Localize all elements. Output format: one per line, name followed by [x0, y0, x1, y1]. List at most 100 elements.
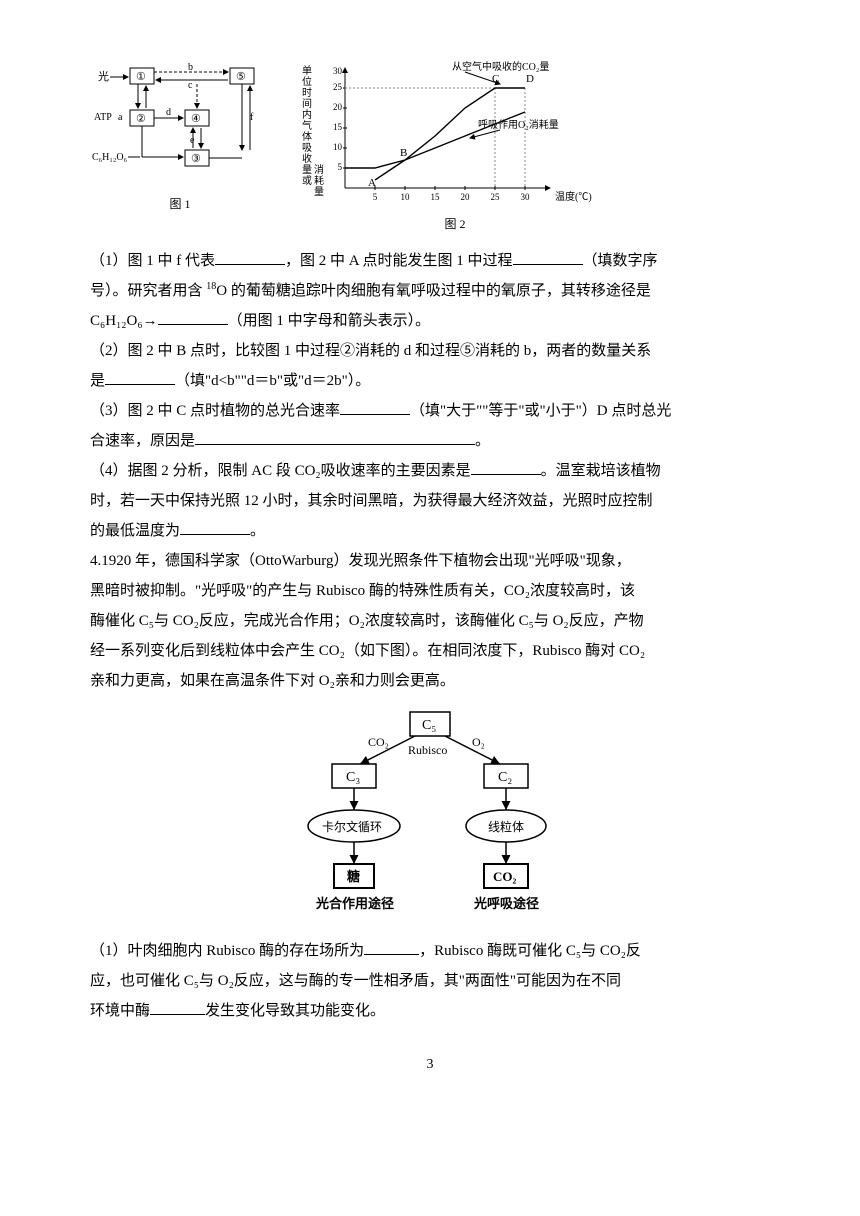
blank — [105, 369, 175, 385]
q3-line2: 号）。研究者用含 18O 的葡萄糖追踪叶肉细胞有氧呼吸过程中的氧原子，其转移途径… — [90, 276, 770, 306]
svg-text:f: f — [250, 112, 254, 123]
diagram-2-caption: 图 2 — [444, 212, 465, 236]
svg-text:②: ② — [136, 113, 146, 125]
svg-text:C₆H₁₂O₆: C₆H₁₂O₆ — [92, 152, 128, 163]
blank — [158, 309, 228, 325]
svg-text:耗: 耗 — [314, 175, 324, 187]
blank — [364, 939, 419, 955]
svg-text:30: 30 — [521, 192, 531, 202]
svg-text:5: 5 — [373, 192, 378, 202]
text: O 的葡萄糖追踪叶肉细胞有氧呼吸过程中的氧原子，其转移途径是 — [216, 283, 651, 299]
svg-text:15: 15 — [333, 122, 343, 132]
q4-intro1: 4.1920 年，德国科学家（OttoWarburg）发现光照条件下植物会出现"… — [90, 546, 770, 576]
svg-text:或: 或 — [302, 175, 312, 187]
svg-text:量: 量 — [302, 164, 312, 176]
q4-sub1: （1）叶肉细胞内 Rubisco 酶的存在场所为，Rubisco 酶既可催化 C… — [90, 936, 770, 966]
svg-text:25: 25 — [333, 82, 343, 92]
svg-text:③: ③ — [191, 153, 201, 165]
diagram-1-caption: 图 1 — [169, 192, 190, 216]
diagram-1: 光 ① ⑤ b c ATP a ② ④ d — [90, 60, 270, 216]
svg-text:从空气中吸收的CO₂量: 从空气中吸收的CO₂量 — [452, 60, 549, 73]
q4-intro3: 酶催化 C₅与 CO₂反应，完成光合作用；O₂浓度较高时，该酶催化 C₅与 O₂… — [90, 606, 770, 636]
text: （4）据图 2 分析，限制 AC 段 CO₂吸收速率的主要因素是 — [90, 463, 471, 479]
text: （1）叶肉细胞内 Rubisco 酶的存在场所为 — [90, 943, 364, 959]
svg-text:吸: 吸 — [302, 143, 312, 154]
svg-text:气: 气 — [302, 119, 312, 132]
svg-text:20: 20 — [461, 192, 471, 202]
text: （填"d<b""d＝b"或"d＝2b"）。 — [175, 373, 370, 389]
text: 。 — [475, 433, 490, 449]
c3-label: C₃ — [346, 770, 360, 785]
blank — [471, 459, 541, 475]
svg-text:收: 收 — [302, 152, 312, 165]
svg-text:B: B — [400, 147, 407, 159]
text: ，图 2 中 A 点时能发生图 1 中过程 — [285, 253, 513, 269]
blank — [180, 519, 250, 535]
svg-text:20: 20 — [333, 102, 343, 112]
blank — [513, 249, 583, 265]
svg-text:消: 消 — [314, 163, 324, 176]
text: 的最低温度为 — [90, 523, 180, 539]
svg-text:15: 15 — [431, 192, 441, 202]
q4-sub2: 应，也可催化 C₅与 O₂反应，这与酶的专一性相矛盾，其"两面性"可能因为在不同 — [90, 966, 770, 996]
q3-line3: C₆H₁₂O₆→ （用图 1 中字母和箭头表示）。 — [90, 306, 770, 336]
text: （2）图 2 中 B 点时，比较图 1 中过程②消耗的 d 和过程⑤消耗的 b，… — [90, 343, 651, 359]
svg-text:D: D — [526, 73, 534, 85]
text: （填数字序 — [583, 253, 658, 269]
text: 时，若一天中保持光照 12 小时，其余时间黑暗，为获得最大经济效益，光照时应控制 — [90, 493, 653, 509]
rubisco-label: Rubisco — [408, 743, 447, 757]
svg-text:⑤: ⑤ — [236, 71, 246, 83]
svg-text:量: 量 — [314, 186, 324, 198]
calvin-label: 卡尔文循环 — [322, 819, 382, 834]
exam-page: 光 ① ⑤ b c ATP a ② ④ d — [0, 0, 860, 1119]
right-path-label: 光呼吸途径 — [473, 896, 539, 911]
o2-right-label: O₂ — [472, 735, 485, 749]
svg-text:a: a — [118, 112, 123, 123]
q3-line9: 时，若一天中保持光照 12 小时，其余时间黑暗，为获得最大经济效益，光照时应控制 — [90, 486, 770, 516]
svg-text:c: c — [188, 80, 193, 91]
text: 。温室栽培该植物 — [541, 463, 661, 479]
q3-line10: 的最低温度为 。 — [90, 516, 770, 546]
svg-text:呼吸作用O₂消耗量: 呼吸作用O₂消耗量 — [478, 118, 559, 131]
q4-sub3: 环境中酶发生变化导致其功能变化。 — [90, 996, 770, 1026]
text: 。 — [250, 523, 265, 539]
svg-text:内: 内 — [302, 108, 312, 121]
text: 是 — [90, 373, 105, 389]
text: 环境中酶 — [90, 1003, 150, 1019]
q4-intro2: 黑暗时被抑制。"光呼吸"的产生与 Rubisco 酶的特殊性质有关，CO₂浓度较… — [90, 576, 770, 606]
left-path-label: 光合作用途径 — [315, 896, 394, 911]
q3-line4: （2）图 2 中 B 点时，比较图 1 中过程②消耗的 d 和过程⑤消耗的 b，… — [90, 336, 770, 366]
svg-text:位: 位 — [302, 75, 312, 88]
svg-text:5: 5 — [338, 162, 343, 172]
page-number: 3 — [90, 1051, 770, 1079]
text: C₆H₁₂O₆→ — [90, 313, 158, 329]
sugar-label: 糖 — [347, 869, 360, 884]
pathway-svg: C₅ CO₂ O₂ Rubisco C₃ C₂ 卡尔文循环 线粒体 — [250, 706, 610, 926]
blank — [215, 249, 285, 265]
q3-line7: 合速率，原因是 。 — [90, 426, 770, 456]
q3-line1: （1）图 1 中 f 代表 ，图 2 中 A 点时能发生图 1 中过程 （填数字序 — [90, 246, 770, 276]
blank — [195, 429, 475, 445]
text: （3）图 2 中 C 点时植物的总光合速率 — [90, 403, 340, 419]
q3-line8: （4）据图 2 分析，限制 AC 段 CO₂吸收速率的主要因素是 。温室栽培该植物 — [90, 456, 770, 486]
diagram-1-svg: 光 ① ⑤ b c ATP a ② ④ d — [90, 60, 270, 190]
svg-text:时: 时 — [302, 87, 312, 99]
q4-intro5: 亲和力更高，如果在高温条件下对 O₂亲和力则会更高。 — [90, 666, 770, 696]
q3-line6: （3）图 2 中 C 点时植物的总光合速率（填"大于""等于"或"小于"）D 点… — [90, 396, 770, 426]
svg-text:温度(℃): 温度(℃) — [555, 190, 592, 203]
svg-text:单: 单 — [302, 65, 312, 77]
svg-text:30: 30 — [333, 66, 343, 76]
light-label: 光 — [98, 69, 109, 83]
svg-text:①: ① — [136, 71, 146, 83]
svg-text:A: A — [368, 177, 376, 189]
co2-left-label: CO₂ — [368, 735, 389, 749]
text: 合速率，原因是 — [90, 433, 195, 449]
mito-label: 线粒体 — [488, 819, 524, 834]
diagrams-row: 光 ① ⑤ b c ATP a ② ④ d — [90, 60, 770, 236]
isotope: 18 — [206, 281, 216, 292]
text: （用图 1 中字母和箭头表示）。 — [228, 313, 431, 329]
text: （1）图 1 中 f 代表 — [90, 253, 215, 269]
svg-text:④: ④ — [191, 113, 201, 125]
diagram-2-svg: 单 位 时 间 内 气 体 吸 收 量 或 消 耗 量 5 1 — [300, 60, 610, 210]
pathway-figure: C₅ CO₂ O₂ Rubisco C₃ C₂ 卡尔文循环 线粒体 — [90, 706, 770, 926]
